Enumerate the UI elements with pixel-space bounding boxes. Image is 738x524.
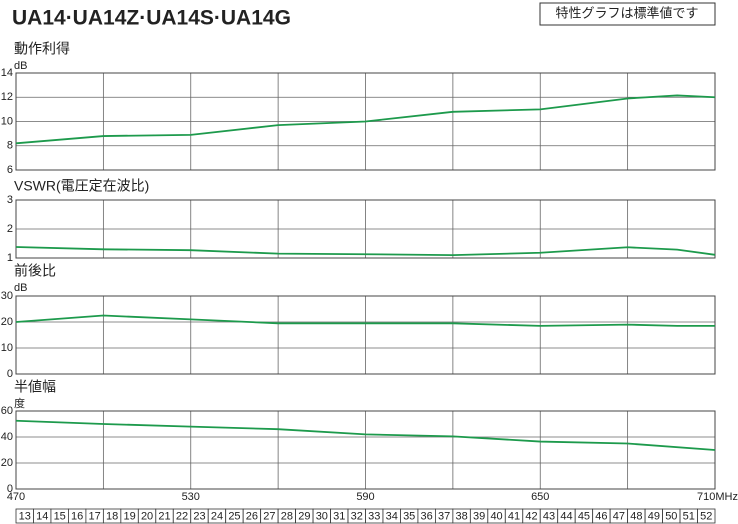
channel-label: 17 <box>89 510 101 522</box>
channel-label: 48 <box>630 510 642 522</box>
channel-label: 43 <box>543 510 555 522</box>
channel-label: 27 <box>263 510 275 522</box>
y-tick-label: 30 <box>1 290 13 302</box>
y-tick-label: 2 <box>7 223 13 235</box>
channel-label: 22 <box>176 510 188 522</box>
y-tick-label: 10 <box>1 342 13 354</box>
channel-label: 16 <box>71 510 83 522</box>
x-tick-label: 470 <box>7 491 25 503</box>
data-line <box>15 419 716 451</box>
channel-label: 42 <box>525 510 537 522</box>
channel-label: 31 <box>333 510 345 522</box>
page-title: UA14·UA14Z·UA14S·UA14G <box>12 7 291 30</box>
y-tick-label: 60 <box>1 405 13 417</box>
channel-label: 35 <box>403 510 415 522</box>
y-tick-label: 6 <box>7 164 13 176</box>
channel-label: 14 <box>36 510 48 522</box>
channel-label: 29 <box>298 510 310 522</box>
channel-label: 23 <box>193 510 205 522</box>
unit-label: dB <box>14 282 27 294</box>
note-box <box>539 2 716 26</box>
channel-label: 25 <box>228 510 240 522</box>
x-tick-label: 650 <box>531 491 549 503</box>
y-tick-label: 20 <box>1 316 13 328</box>
x-tick-label: 710MHz <box>697 491 738 503</box>
channel-label: 34 <box>386 510 398 522</box>
channel-label: 32 <box>351 510 363 522</box>
y-tick-label: 1 <box>7 252 13 264</box>
channel-label: 49 <box>648 510 660 522</box>
channel-label: 24 <box>211 510 223 522</box>
channel-label: 30 <box>316 510 328 522</box>
channel-label: 51 <box>683 510 695 522</box>
channel-label: 47 <box>613 510 625 522</box>
channel-label: 40 <box>490 510 502 522</box>
data-line <box>15 246 716 257</box>
channel-label: 39 <box>473 510 485 522</box>
channel-label: 45 <box>578 510 590 522</box>
channel-label: 13 <box>19 510 31 522</box>
channel-label: 38 <box>455 510 467 522</box>
channel-label: 18 <box>106 510 118 522</box>
x-tick-label: 590 <box>356 491 374 503</box>
channel-label: 41 <box>508 510 520 522</box>
channel-label: 15 <box>54 510 66 522</box>
data-line <box>15 94 716 145</box>
note: 特性グラフは標準値です <box>555 5 698 20</box>
plot-frame <box>15 295 716 375</box>
y-tick-label: 10 <box>1 115 13 127</box>
channel-cell <box>697 508 716 524</box>
channel-label: 44 <box>560 510 572 522</box>
y-tick-label: 14 <box>1 67 13 79</box>
data-line <box>15 314 715 327</box>
plot-frame <box>15 72 716 171</box>
y-tick-label: 0 <box>7 368 13 380</box>
panel-title: 前後比 <box>14 263 56 279</box>
channel-label: 52 <box>700 510 712 522</box>
channel-label: 19 <box>123 510 135 522</box>
x-tick-label: 530 <box>182 491 200 503</box>
panel-title: VSWR(電圧定在波比) <box>14 178 149 194</box>
unit-label: 度 <box>14 396 25 410</box>
panel-title: 動作利得 <box>14 41 70 57</box>
channel-label: 26 <box>246 510 258 522</box>
panel-title: 半値幅 <box>14 379 56 395</box>
channel-label: 50 <box>665 510 677 522</box>
channel-label: 46 <box>595 510 607 522</box>
y-tick-label: 8 <box>7 140 13 152</box>
y-tick-label: 3 <box>7 194 13 206</box>
channel-label: 33 <box>368 510 380 522</box>
y-tick-label: 20 <box>1 457 13 469</box>
channel-label: 28 <box>281 510 293 522</box>
channel-label: 37 <box>438 510 450 522</box>
plot-frame <box>15 199 716 259</box>
channel-label: 20 <box>141 510 153 522</box>
unit-label: dB <box>14 60 27 72</box>
y-tick-label: 40 <box>1 431 13 443</box>
y-tick-label: 12 <box>1 91 13 103</box>
y-tick-label: 0 <box>7 483 13 495</box>
channel-label: 21 <box>158 510 170 522</box>
channel-label: 36 <box>421 510 433 522</box>
